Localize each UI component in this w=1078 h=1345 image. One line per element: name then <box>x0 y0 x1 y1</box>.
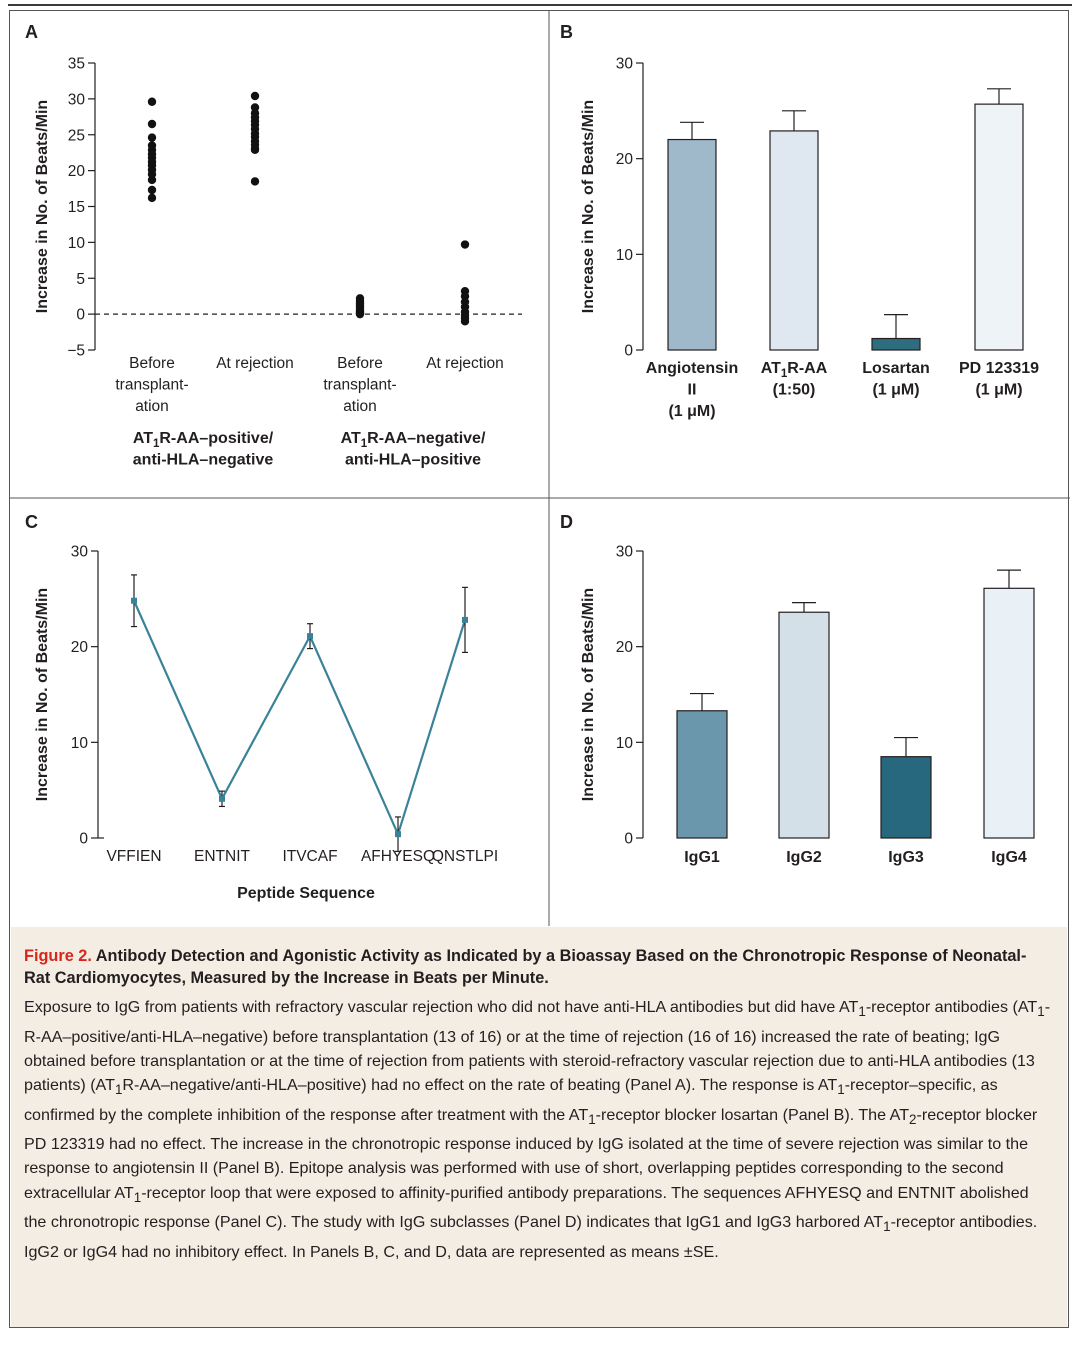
y-tick-label: 15 <box>68 199 85 216</box>
group-label: anti-HLA–negative <box>133 452 274 469</box>
y-tick-label: 10 <box>616 735 634 752</box>
x-tick-label: ation <box>343 398 377 415</box>
panel-label-a: A <box>25 22 38 42</box>
scatter-point <box>147 175 157 185</box>
scatter-point <box>460 291 470 301</box>
group-label: anti-HLA–positive <box>345 452 481 469</box>
figure-label: Figure 2. <box>24 947 92 965</box>
y-tick-label: 10 <box>68 235 86 252</box>
x-tick-label: At rejection <box>426 355 504 372</box>
scatter-point <box>147 133 157 142</box>
x-tick-label: Before <box>337 355 383 372</box>
bar <box>778 611 830 839</box>
x-tick-label: Before <box>129 355 175 372</box>
x-tick-label: IgG4 <box>991 849 1027 866</box>
x-tick-label: IgG2 <box>786 849 822 866</box>
y-tick-label: 0 <box>624 343 633 360</box>
y-axis-label: Increase in No. of Beats/Min <box>580 100 597 313</box>
x-tick-label: ation <box>135 398 169 415</box>
scatter-point <box>250 145 260 155</box>
bar <box>983 587 1035 839</box>
scatter-point <box>147 119 157 129</box>
panel-label-c: C <box>25 512 38 532</box>
scatter-point <box>460 317 470 326</box>
y-tick-label: 0 <box>76 307 85 324</box>
y-tick-label: 20 <box>68 163 86 180</box>
group-label: AT1R-AA–negative/ <box>341 430 486 450</box>
y-tick-label: 20 <box>71 639 89 656</box>
x-axis-label: Peptide Sequence <box>237 885 375 902</box>
x-tick-label: ITVCAF <box>282 848 337 865</box>
line-point <box>219 795 225 802</box>
bar <box>974 103 1024 351</box>
x-tick-label: Angiotensin <box>646 360 738 377</box>
line-point <box>131 597 137 604</box>
y-tick-label: 10 <box>616 247 634 264</box>
bar <box>676 710 728 839</box>
bar <box>871 337 921 351</box>
y-tick-label: 30 <box>616 56 634 73</box>
x-tick-label: (1 μM) <box>975 382 1022 399</box>
x-tick-label: VFFIEN <box>106 848 161 865</box>
x-tick-label: transplant- <box>115 377 188 394</box>
bar <box>769 130 819 351</box>
scatter-point <box>250 177 260 186</box>
y-tick-label: −5 <box>67 343 85 360</box>
scatter-point <box>147 97 157 106</box>
x-tick-label: AT1R-AA <box>761 360 828 380</box>
figure-title: Antibody Detection and Agonistic Activit… <box>24 947 1027 987</box>
x-tick-label: At rejection <box>216 355 294 372</box>
scatter-point <box>460 240 470 249</box>
caption-body: Exposure to IgG from patients with refra… <box>24 998 1051 1261</box>
y-axis-label: Increase in No. of Beats/Min <box>580 588 597 801</box>
y-tick-label: 0 <box>624 831 633 848</box>
y-tick-label: 20 <box>616 639 634 656</box>
scatter-point <box>250 103 260 112</box>
scatter-point <box>355 309 365 319</box>
x-tick-label: Losartan <box>862 360 930 377</box>
y-tick-label: 20 <box>616 151 634 168</box>
line-point <box>462 616 468 623</box>
line-point <box>307 633 313 640</box>
y-tick-label: 30 <box>68 91 86 108</box>
figure: A B C D −5 0 5 10 15 20 25 30 35 Increase in No. of B… <box>9 10 1070 1328</box>
panel-label-d: D <box>560 512 573 532</box>
x-tick-label: IgG3 <box>888 849 924 866</box>
scatter-point <box>147 185 157 195</box>
y-axis-label: Increase in No. of Beats/Min <box>34 588 51 801</box>
x-tick-label: ENTNIT <box>194 848 251 865</box>
y-tick-label: 5 <box>76 271 85 288</box>
scatter-point <box>250 91 260 101</box>
x-tick-label: (1:50) <box>773 382 816 399</box>
caption-title: Figure 2. Antibody Detection and Agonist… <box>24 945 1051 989</box>
y-tick-label: 35 <box>68 56 85 73</box>
top-rule <box>8 4 1072 6</box>
bar <box>880 756 932 839</box>
y-tick-label: 30 <box>71 544 89 561</box>
panel-label-b: B <box>560 22 573 42</box>
x-tick-label: IgG1 <box>684 849 720 866</box>
x-tick-label: (1 μM) <box>872 382 919 399</box>
series-line <box>132 600 467 838</box>
x-tick-label: II <box>688 382 697 399</box>
x-tick-label: PD 123319 <box>959 360 1039 377</box>
y-tick-label: 30 <box>616 544 634 561</box>
x-tick-label: (1 μM) <box>668 403 715 420</box>
group-label: AT1R-AA–positive/ <box>133 430 274 450</box>
y-tick-label: 25 <box>68 127 85 144</box>
scatter-point <box>147 193 157 203</box>
x-tick-label: AFHYESQ <box>361 848 435 865</box>
x-tick-label: QNSTLPI <box>432 848 498 865</box>
y-axis-label: Increase in No. of Beats/Min <box>34 100 51 313</box>
figure-caption: Figure 2. Antibody Detection and Agonist… <box>11 927 1067 1327</box>
y-tick-label: 10 <box>71 735 89 752</box>
scatter-point <box>147 170 157 179</box>
y-tick-label: 0 <box>79 831 88 848</box>
bar <box>667 138 717 351</box>
chart-panels: A B C D −5 0 5 10 15 20 25 30 35 Increase in No. of B… <box>10 11 1070 926</box>
line-point <box>395 831 401 838</box>
x-tick-label: transplant- <box>323 377 396 394</box>
